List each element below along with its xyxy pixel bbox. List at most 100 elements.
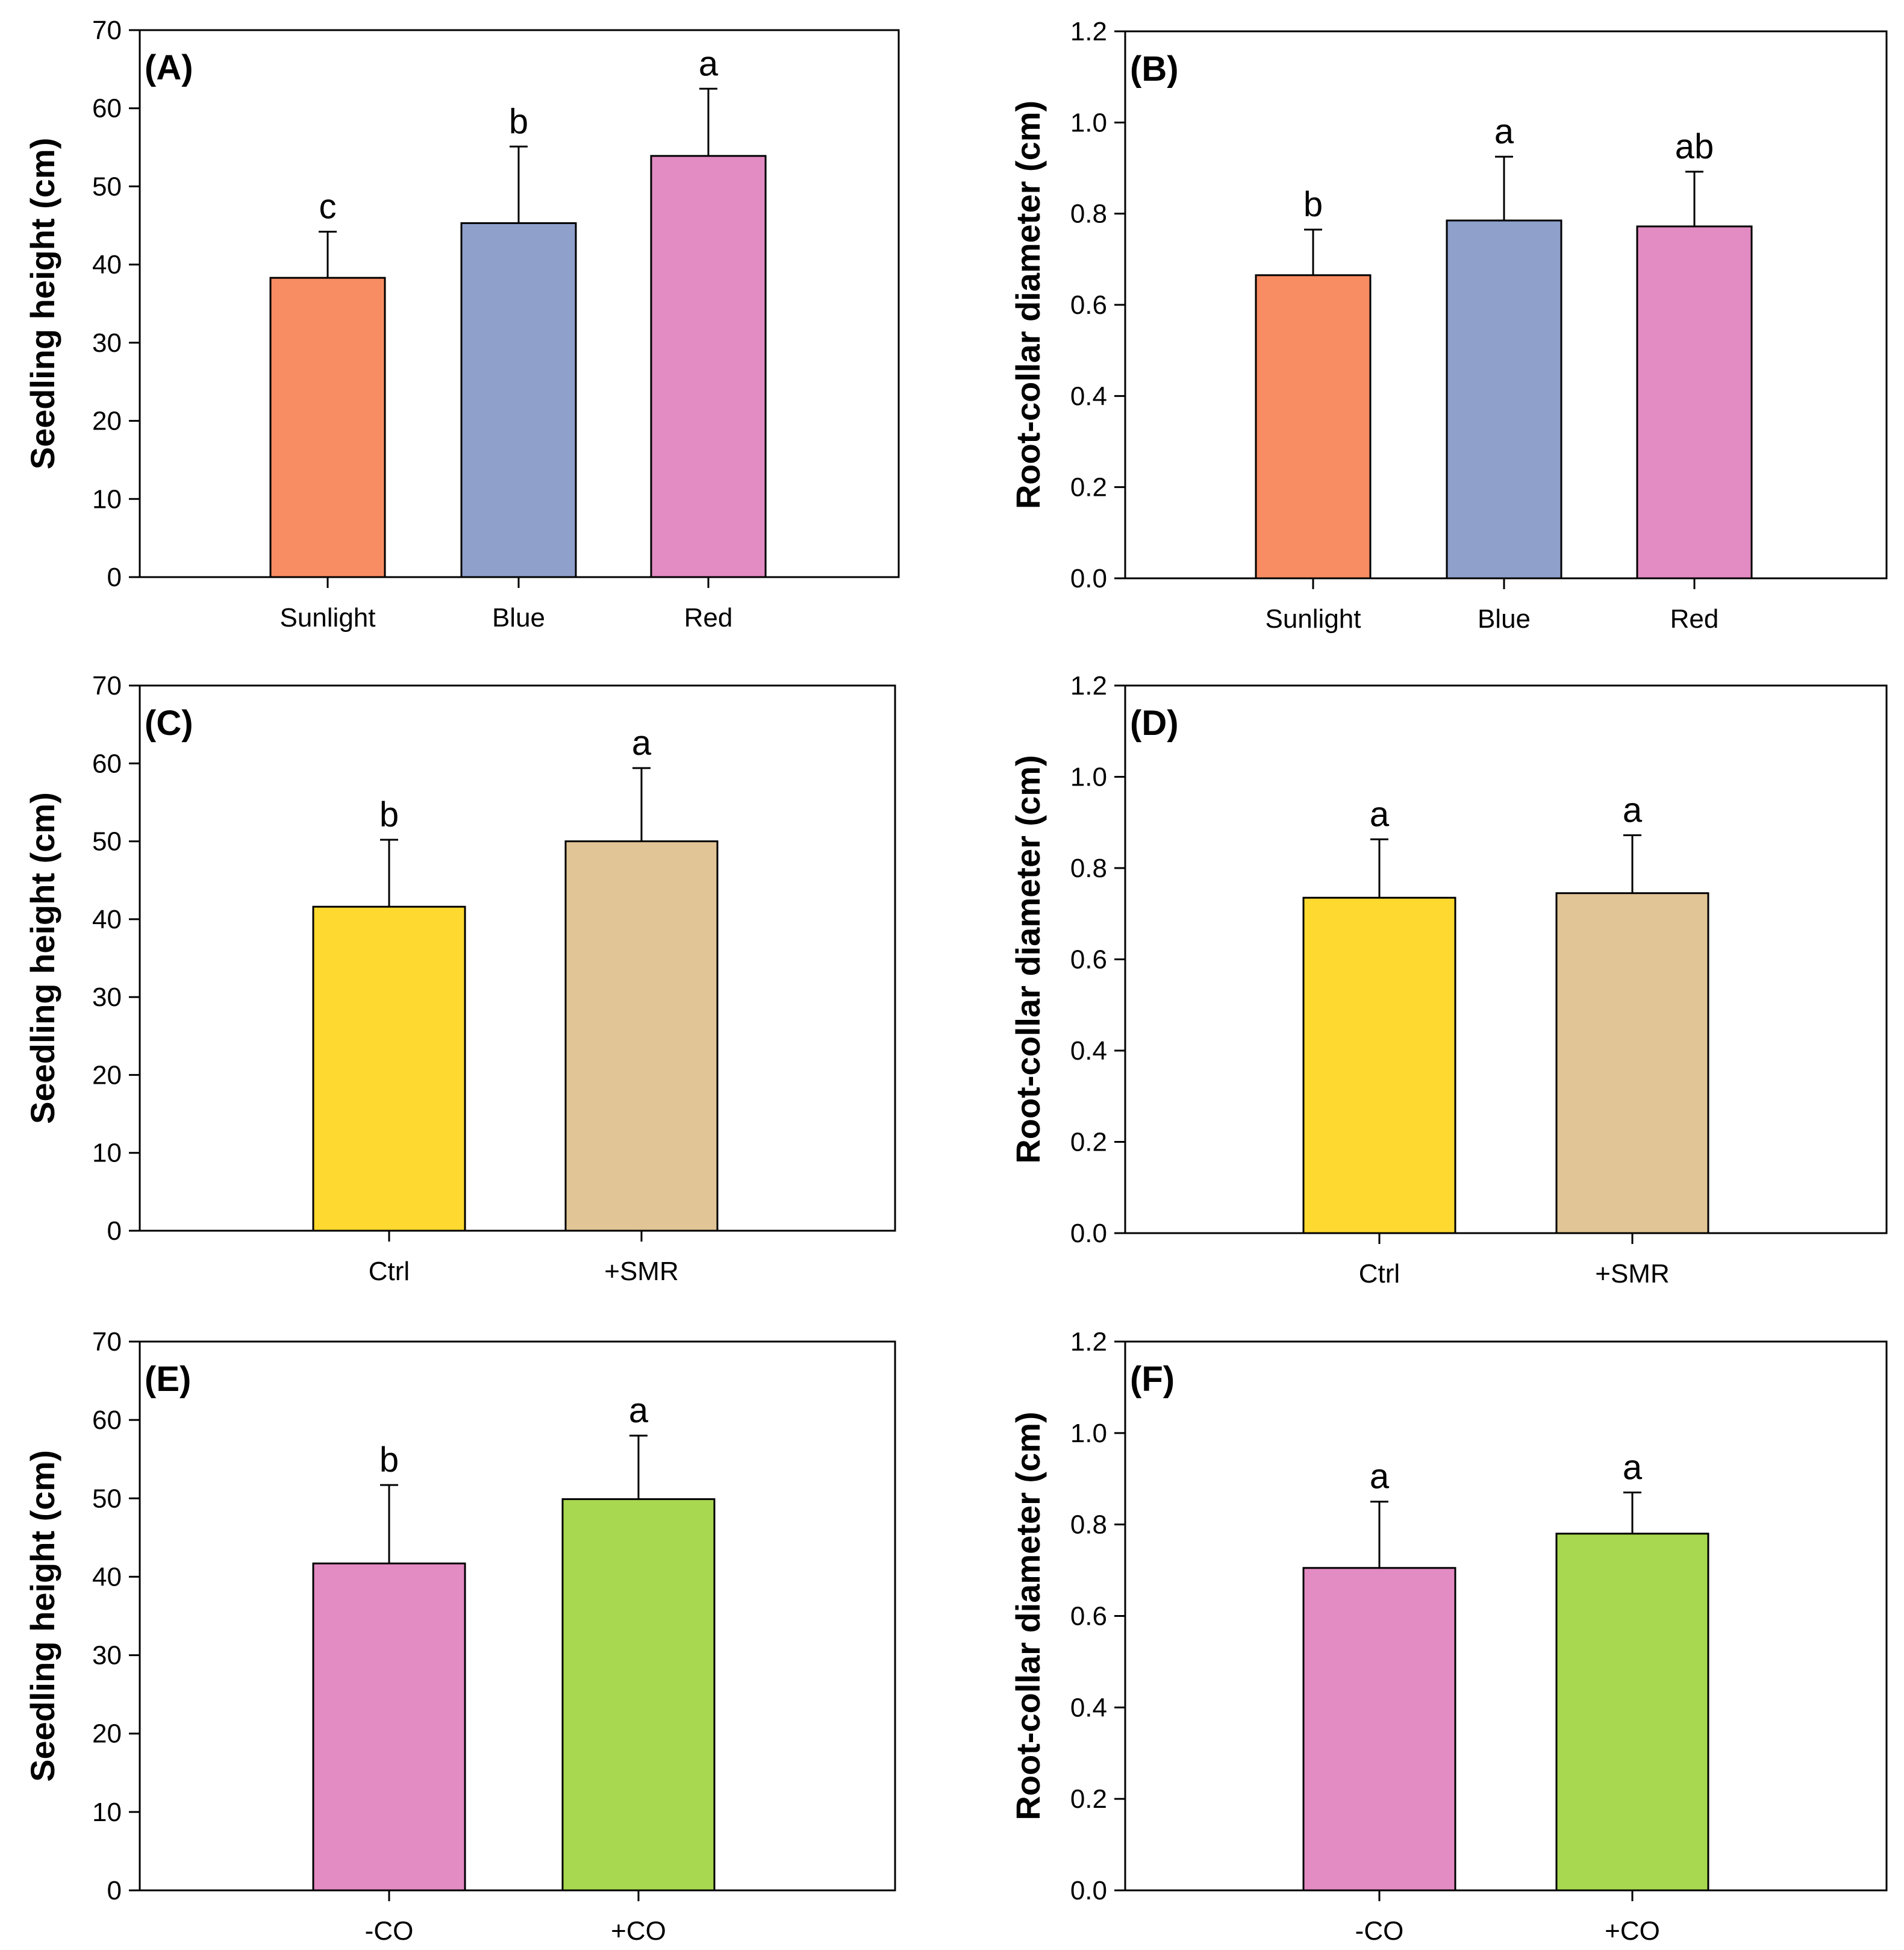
bar-co xyxy=(561,1498,716,1892)
y-tick-label: 40 xyxy=(92,1562,122,1592)
y-tick-label: 50 xyxy=(92,1484,122,1513)
panel-B: b Sunlight a Blue ab Red 0.0 0.2 0.4 0.6 0.8 1.0 1.2… xyxy=(1009,17,1888,634)
x-tick-label: Red xyxy=(684,603,733,633)
x-tick-label: -CO xyxy=(1355,1916,1404,1946)
y-tick-label: 0 xyxy=(107,1216,122,1246)
panel-label: (C) xyxy=(145,704,193,743)
y-tick-label: 30 xyxy=(92,328,122,358)
significance-letter: ab xyxy=(1675,127,1714,166)
y-tick-label: 60 xyxy=(92,749,122,778)
x-tick-label: +CO xyxy=(1605,1916,1660,1946)
x-tick-label: Sunlight xyxy=(1265,604,1361,634)
y-tick-label: 0 xyxy=(107,563,122,592)
panel-D: a Ctrl a +SMR 0.0 0.2 0.4 0.6 0.8 1.0 1.2 Root-coll… xyxy=(1009,671,1888,1289)
y-tick-label: 70 xyxy=(92,1327,122,1357)
panel-label: (D) xyxy=(1130,704,1179,743)
panel-label: (A) xyxy=(145,48,193,87)
y-tick-label: 0.2 xyxy=(1070,1784,1107,1814)
y-tick-label: 10 xyxy=(92,1139,122,1168)
y-tick-label: 0.6 xyxy=(1070,1602,1107,1631)
significance-letter: a xyxy=(1623,1448,1643,1487)
y-tick-label: 0.6 xyxy=(1070,290,1107,320)
error-bar xyxy=(510,145,528,223)
panel-A: c Sunlight b Blue a Red 0 10 20 30 40 50 60 70 Seedlin… xyxy=(23,16,900,633)
y-tick-label: 30 xyxy=(92,983,122,1012)
significance-letter: a xyxy=(1370,795,1390,834)
y-tick-label: 1.2 xyxy=(1070,1327,1107,1357)
y-tick-label: 20 xyxy=(92,1060,122,1090)
error-bar xyxy=(1623,1492,1641,1534)
bar-ctrl xyxy=(1302,896,1456,1234)
y-tick-label: 1.0 xyxy=(1070,763,1107,792)
panel-label: (B) xyxy=(1130,49,1179,89)
bar-sunlight xyxy=(269,277,386,578)
bar-blue xyxy=(460,222,577,578)
error-bar xyxy=(1685,170,1703,227)
y-tick-label: 60 xyxy=(92,94,122,123)
y-tick-label: 0.2 xyxy=(1070,473,1107,502)
bar-red xyxy=(1636,225,1753,580)
significance-letter: a xyxy=(1623,790,1643,830)
panel-label: (F) xyxy=(1130,1360,1175,1399)
y-tick-label: 40 xyxy=(92,250,122,280)
y-tick-label: 1.2 xyxy=(1070,671,1107,701)
error-bar xyxy=(380,1484,398,1564)
y-tick-label: 0.8 xyxy=(1070,854,1107,883)
error-bar xyxy=(1623,834,1641,893)
bar-red xyxy=(650,155,767,578)
panel-C: b Ctrl a +SMR 0 10 20 30 40 50 60 70 Seedling height… xyxy=(23,671,896,1286)
y-tick-label: 1.0 xyxy=(1070,108,1107,137)
y-tick-label: 0.4 xyxy=(1070,1036,1107,1066)
significance-letter: a xyxy=(699,44,719,83)
error-bar xyxy=(632,767,651,842)
bar-co xyxy=(1555,1533,1709,1892)
plot-frame xyxy=(1124,1340,1888,1892)
significance-letter: b xyxy=(1303,185,1323,224)
y-tick-label: 70 xyxy=(92,671,122,701)
bar-co xyxy=(1302,1567,1456,1892)
y-tick-label: 1.2 xyxy=(1070,17,1107,46)
x-tick-label: +SMR xyxy=(1595,1259,1669,1289)
y-axis-label: Root-collar diameter (cm) xyxy=(1009,1411,1047,1820)
y-tick-label: 0 xyxy=(107,1876,122,1905)
bar-smr xyxy=(564,840,719,1232)
y-tick-label: 0.0 xyxy=(1070,564,1107,593)
x-tick-label: Red xyxy=(1670,604,1719,634)
y-tick-label: 30 xyxy=(92,1641,122,1670)
significance-letter: b xyxy=(379,1440,399,1480)
significance-letter: a xyxy=(632,723,652,763)
y-tick-label: 10 xyxy=(92,484,122,514)
bar-ctrl xyxy=(312,905,466,1232)
error-bar xyxy=(319,231,337,278)
bar-blue xyxy=(1446,219,1562,580)
x-tick-label: +SMR xyxy=(604,1257,678,1286)
y-tick-label: 50 xyxy=(92,827,122,857)
error-bar xyxy=(1370,1501,1388,1568)
panel-E: b -CO a +CO 0 10 20 30 40 50 60 70 Seedling height (… xyxy=(23,1327,896,1946)
x-tick-label: -CO xyxy=(365,1916,414,1946)
y-tick-label: 20 xyxy=(92,407,122,436)
x-tick-label: Ctrl xyxy=(1359,1259,1400,1289)
significance-letter: a xyxy=(629,1391,649,1430)
error-bar xyxy=(629,1434,648,1499)
x-tick-label: Blue xyxy=(1478,604,1531,634)
error-bar xyxy=(1495,155,1513,221)
plot-frame xyxy=(1124,684,1888,1234)
y-axis-label: Root-collar diameter (cm) xyxy=(1009,755,1047,1163)
y-tick-label: 60 xyxy=(92,1405,122,1435)
y-tick-label: 0.6 xyxy=(1070,945,1107,975)
y-tick-label: 0.8 xyxy=(1070,199,1107,229)
error-bar xyxy=(699,87,717,156)
y-tick-label: 70 xyxy=(92,16,122,45)
y-tick-label: 40 xyxy=(92,905,122,934)
y-tick-label: 50 xyxy=(92,172,122,201)
y-axis-label: Seedling height (cm) xyxy=(23,792,61,1124)
significance-letter: b xyxy=(509,102,528,141)
x-tick-label: +CO xyxy=(611,1916,666,1946)
significance-letter: a xyxy=(1494,112,1514,151)
bar-sunlight xyxy=(1255,274,1372,580)
error-bar xyxy=(1304,228,1322,275)
y-tick-label: 0.0 xyxy=(1070,1219,1107,1248)
plot-frame xyxy=(139,1340,896,1892)
